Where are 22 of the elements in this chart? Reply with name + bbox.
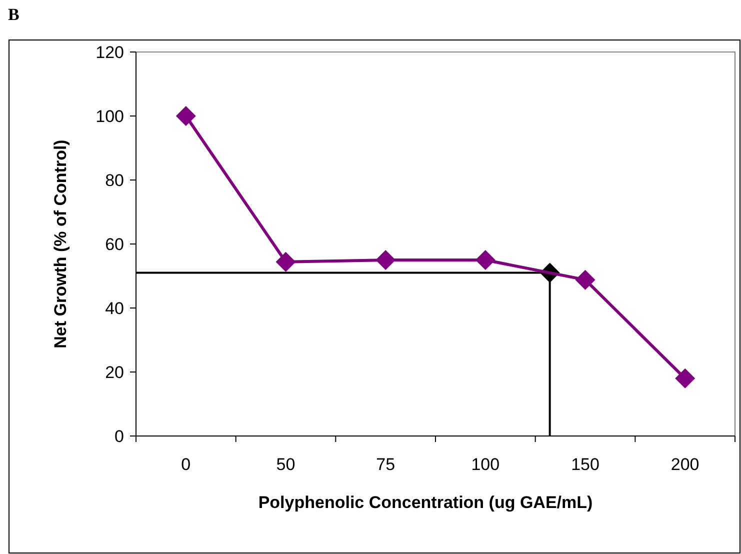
y-tick-label: 80 (105, 170, 124, 190)
x-tick-label: 100 (471, 455, 500, 474)
y-tick-label: 20 (105, 362, 124, 382)
x-tick-label: 150 (571, 455, 600, 474)
point (276, 252, 296, 272)
y-tick-label: 100 (96, 106, 124, 126)
x-tick-label: 200 (670, 455, 700, 474)
x-axis-title: Polyphenolic Concentration (ug GAE/mL) (258, 493, 593, 512)
y-tick-label: 0 (114, 426, 124, 446)
point (176, 106, 196, 126)
y-tick-label: 60 (105, 234, 124, 254)
y-tick-label: 120 (96, 42, 124, 62)
point (475, 250, 496, 270)
point (575, 270, 596, 290)
x-tick-label: 50 (276, 455, 296, 474)
chart-title: B (8, 5, 20, 24)
x-tick-label: 75 (376, 455, 396, 474)
x-tick-label: 0 (181, 455, 191, 474)
point (376, 250, 396, 270)
y-axis-title: Net Growth (% of Control) (51, 140, 70, 348)
y-tick-label: 40 (105, 298, 124, 318)
point (675, 368, 696, 388)
